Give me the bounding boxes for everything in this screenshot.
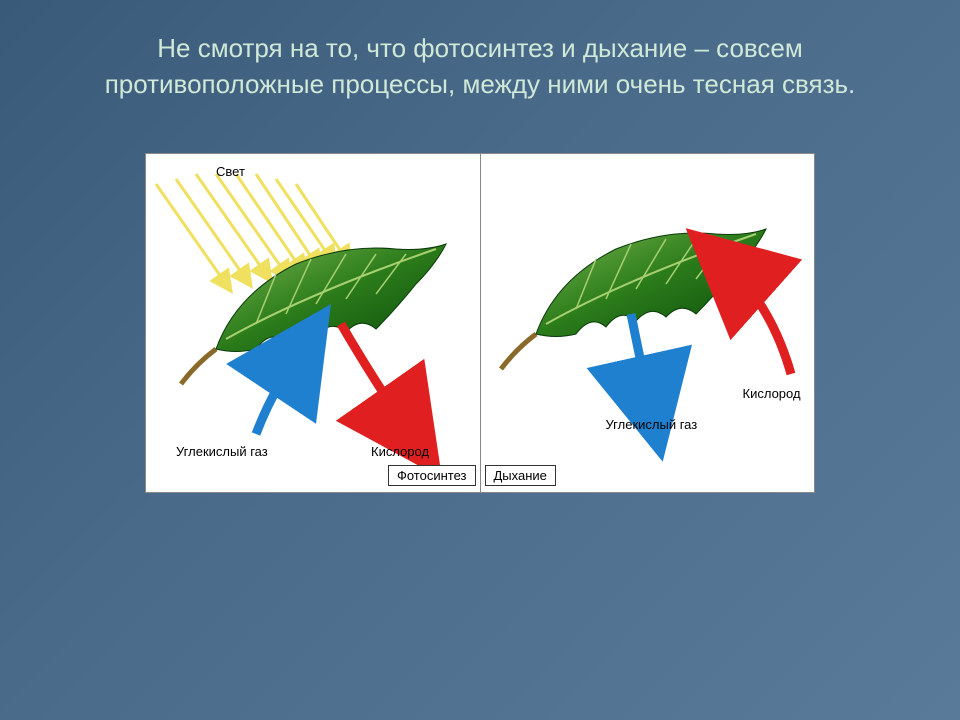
slide-title: Не смотря на то, что фотосинтез и дыхани… — [60, 30, 900, 103]
o2-out-arrow — [341, 324, 411, 434]
panel-photosynthesis: Свет Углекислый газ Кислород Фотосинтез — [146, 154, 481, 492]
respiration-svg — [481, 154, 816, 494]
photosynthesis-svg — [146, 154, 481, 494]
label-light: Свет — [216, 164, 245, 179]
panel-respiration: Углекислый газ Кислород Дыхание — [481, 154, 815, 492]
panel-label-respiration: Дыхание — [485, 465, 556, 486]
o2-in-arrow — [726, 264, 791, 374]
label-co2-in: Углекислый газ — [176, 444, 268, 459]
label-o2-in: Кислород — [743, 386, 801, 401]
co2-in-arrow — [256, 349, 301, 434]
co2-out-arrow — [631, 314, 651, 409]
diagram-container: Свет Углекислый газ Кислород Фотосинтез — [145, 153, 815, 493]
label-o2-out: Кислород — [371, 444, 429, 459]
leaf-icon — [181, 244, 446, 384]
panel-label-photosynthesis: Фотосинтез — [388, 465, 476, 486]
label-co2-out: Углекислый газ — [606, 417, 698, 432]
presentation-slide: Не смотря на то, что фотосинтез и дыхани… — [0, 0, 960, 720]
